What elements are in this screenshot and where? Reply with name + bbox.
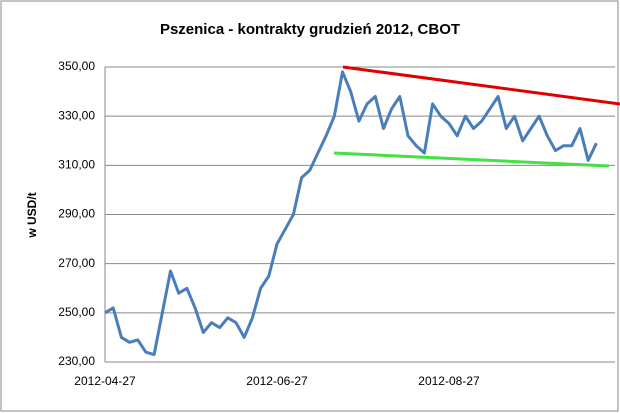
y-tick-label: 270,00: [58, 256, 95, 270]
resistance-trend-line: [342, 65, 620, 106]
x-tick-label: 2012-06-27: [246, 374, 308, 388]
y-tick-label: 250,00: [58, 305, 95, 319]
x-tick-label: 2012-04-27: [74, 374, 136, 388]
price-line: [104, 70, 598, 357]
chart-title: Pszenica - kontrakty grudzień 2012, CBOT: [160, 21, 460, 38]
y-axis-label: w USD/t: [25, 192, 39, 238]
y-tick-label: 290,00: [58, 207, 95, 221]
x-tick-label: 2012-08-27: [418, 374, 480, 388]
y-tick-label: 350,00: [58, 59, 95, 73]
y-tick-label: 330,00: [58, 108, 95, 122]
y-tick-label: 230,00: [58, 354, 95, 368]
support-trend-line: [333, 151, 610, 168]
y-tick-label: 310,00: [58, 158, 95, 172]
